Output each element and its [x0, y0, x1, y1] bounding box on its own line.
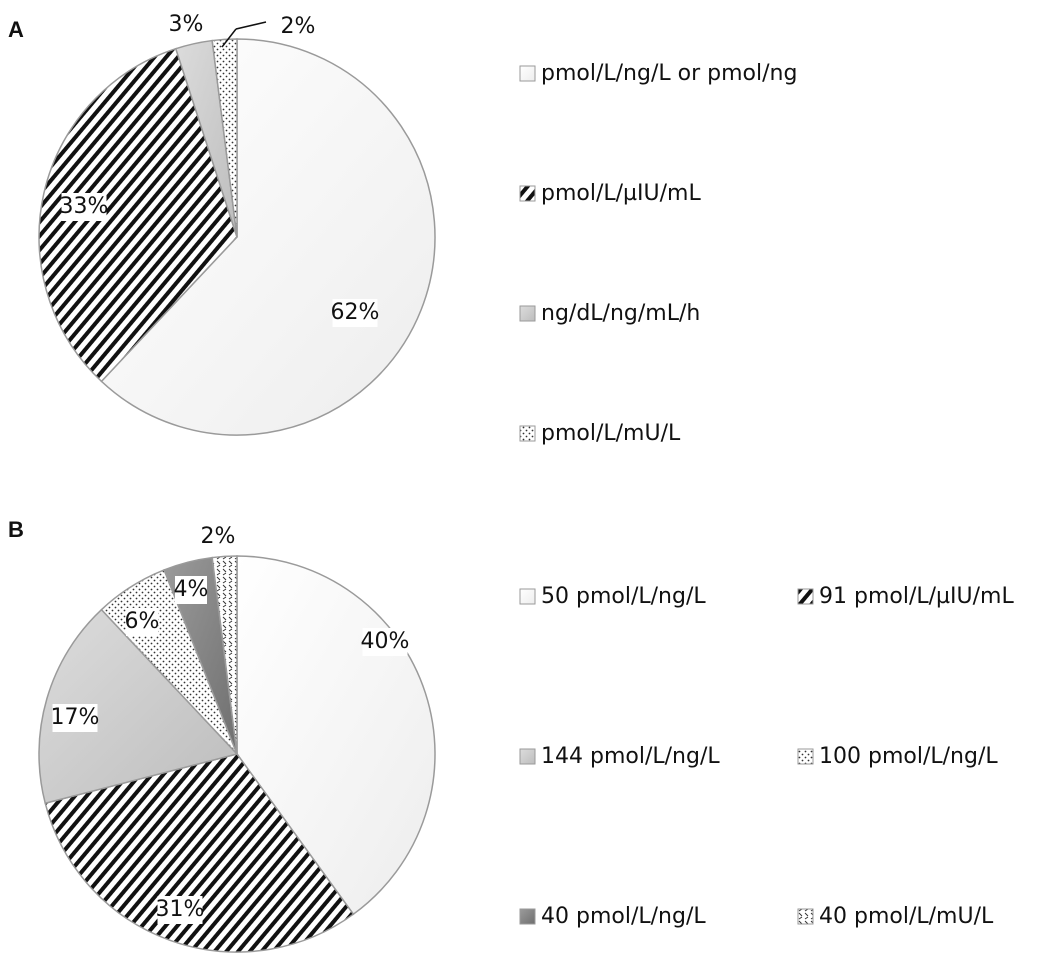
data-label-ng-dl-ng-ml-h: 3%	[169, 11, 204, 39]
legend-label: 91 pmol/L/µIU/mL	[819, 584, 1014, 609]
svg-text:17%: 17%	[51, 705, 100, 730]
svg-text:4%: 4%	[174, 577, 209, 602]
legend-swatch	[797, 748, 814, 765]
leader-line	[235, 21, 267, 30]
legend-label: 50 pmol/L/ng/L	[541, 584, 706, 609]
legend-label: 40 pmol/L/mU/L	[819, 904, 994, 929]
svg-text:6%: 6%	[125, 609, 160, 634]
legend-item-pmol-l-ng-l-or-pmol-ng: pmol/L/ng/L or pmol/ng	[519, 61, 797, 86]
legend-swatch	[519, 588, 536, 605]
legend-item-ng-dl-ng-ml-h: ng/dL/ng/mL/h	[519, 301, 700, 326]
legend-a: pmol/L/ng/L or pmol/ng pmol/L/µIU/mL ng/dL…	[519, 61, 797, 446]
data-label-100-pmol-l-ng-l: 6%	[125, 608, 160, 636]
pie-slice-40-pmol-l-mu-l	[211, 555, 238, 755]
data-label-40-pmol-l-ng-l: 4%	[174, 576, 209, 604]
legend-swatch	[519, 185, 536, 202]
data-label-pmol-l-ng-l-or-pmol-ng: 62%	[331, 299, 380, 327]
panel-label-b: B	[8, 517, 24, 542]
legend-item-pmol-l-mu-l: pmol/L/mU/L	[519, 421, 681, 446]
legend-item-40-pmol-l-mu-l: 40 pmol/L/mU/L	[797, 904, 994, 929]
legend-item-91-pmol-l-iu-ml: 91 pmol/L/µIU/mL	[797, 584, 1014, 609]
panel-label-a: A	[8, 17, 24, 42]
legend-swatch	[797, 588, 814, 605]
data-label-40-pmol-l-mu-l: 2%	[201, 523, 236, 551]
svg-text:2%: 2%	[201, 524, 236, 549]
legend-label: pmol/L/ng/L or pmol/ng	[541, 61, 797, 86]
legend-label: 144 pmol/L/ng/L	[541, 744, 720, 769]
svg-text:62%: 62%	[331, 300, 380, 325]
svg-text:2%: 2%	[281, 14, 316, 39]
legend-swatch	[519, 305, 536, 322]
legend-swatch	[519, 425, 536, 442]
legend-item-40-pmol-l-ng-l: 40 pmol/L/ng/L	[519, 904, 706, 929]
legend-label: 100 pmol/L/ng/L	[819, 744, 998, 769]
legend-item-144-pmol-l-ng-l: 144 pmol/L/ng/L	[519, 744, 720, 769]
pie-slice-pmol-l-mu-l	[211, 38, 238, 238]
legend-label: 40 pmol/L/ng/L	[541, 904, 706, 929]
data-label-pmol-l-iu-ml: 33%	[60, 193, 109, 221]
legend-item-pmol-l-iu-ml: pmol/L/µIU/mL	[519, 181, 701, 206]
pie-chart-b: 40% 31% 17% 6% 4% 2%	[38, 523, 436, 953]
legend-swatch	[519, 748, 536, 765]
pie-slice-144-pmol-l-ng-l	[38, 608, 239, 805]
pie-slice-91-pmol-l-iu-ml	[44, 753, 355, 953]
svg-text:3%: 3%	[169, 12, 204, 37]
data-label-91-pmol-l-iu-ml: 31%	[156, 896, 205, 924]
legend-swatch	[797, 908, 814, 925]
pie-slice-pmol-l-ng-l-or-pmol-ng	[100, 38, 436, 436]
legend-label: pmol/L/µIU/mL	[541, 181, 701, 206]
leader-line	[221, 28, 237, 48]
legend-swatch	[519, 65, 536, 82]
legend-item-100-pmol-l-ng-l: 100 pmol/L/ng/L	[797, 744, 998, 769]
legend-label: ng/dL/ng/mL/h	[541, 301, 700, 326]
pie-chart-a: 62% 33% 3% 2%	[38, 11, 436, 436]
data-label-pmol-l-mu-l: 2%	[281, 13, 316, 41]
legend-item-50-pmol-l-ng-l: 50 pmol/L/ng/L	[519, 584, 706, 609]
svg-text:40%: 40%	[361, 629, 410, 654]
data-label-144-pmol-l-ng-l: 17%	[51, 704, 100, 732]
legend-swatch	[519, 908, 536, 925]
data-label-50-pmol-l-ng-l: 40%	[361, 628, 410, 656]
pie-slice-pmol-l-iu-ml	[38, 47, 238, 383]
svg-text:33%: 33%	[60, 194, 109, 219]
legend-label: pmol/L/mU/L	[541, 421, 681, 446]
legend-b: 50 pmol/L/ng/L 91 pmol/L/µIU/mL 144 pmol/L…	[519, 584, 1014, 929]
svg-text:31%: 31%	[156, 897, 205, 922]
